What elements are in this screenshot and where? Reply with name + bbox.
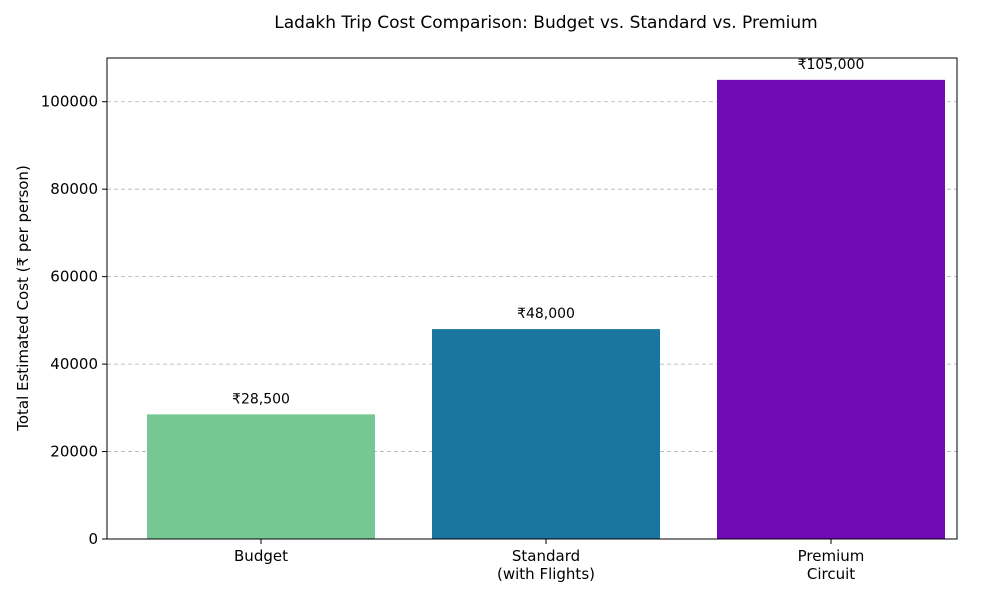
y-tick-label: 80000 <box>50 180 98 198</box>
data-label: ₹28,500 <box>232 391 290 407</box>
y-tick-label: 60000 <box>50 268 98 286</box>
y-tick-label: 40000 <box>50 355 98 373</box>
x-tick-label: Standard (with Flights) <box>497 547 595 583</box>
bar <box>717 79 945 539</box>
x-tick-label: Budget <box>234 547 288 565</box>
y-tick-label: 100000 <box>41 93 98 111</box>
data-label: ₹48,000 <box>517 306 575 322</box>
data-labels: ₹28,500 ₹48,000 ₹105,000 <box>232 57 864 408</box>
x-axis: Budget Standard (with Flights) Premium Circu… <box>234 539 864 583</box>
bar <box>147 414 375 539</box>
plot-frame <box>106 57 958 540</box>
y-axis-label: Total Estimated Cost (₹ per person) <box>14 165 32 432</box>
bar <box>432 329 660 539</box>
y-tick-label: 20000 <box>50 443 98 461</box>
x-tick-label: Premium Circuit <box>798 547 865 583</box>
bars <box>147 79 945 539</box>
data-label: ₹105,000 <box>798 57 865 73</box>
y-tick-label: 0 <box>88 530 98 548</box>
y-axis: 0 20000 40000 60000 80000 100000 <box>41 93 107 548</box>
chart-title: Ladakh Trip Cost Comparison: Budget vs. … <box>274 13 817 33</box>
